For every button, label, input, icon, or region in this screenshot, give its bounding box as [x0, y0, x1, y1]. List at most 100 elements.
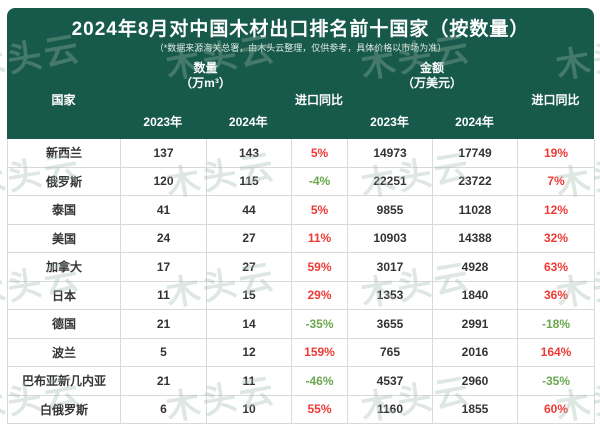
cell-quantity-2023: 17: [121, 253, 207, 282]
header-yoy-amount: 进口同比: [531, 92, 580, 107]
table-row: 加拿大 17 27 59% 3017 4928 63%: [8, 253, 595, 282]
cell-amount-2023: 14973: [348, 139, 433, 168]
cell-quantity-2023: 41: [121, 196, 207, 225]
cell-amount-2023: 3655: [348, 310, 433, 339]
cell-quantity-yoy: 55%: [292, 395, 348, 424]
cell-amount-yoy: 32%: [518, 224, 595, 253]
cell-quantity-yoy: -4%: [292, 167, 348, 196]
page-title: 2024年8月对中国木材出口排名前十国家（按数量）: [71, 19, 530, 40]
cell-quantity-2024: 44: [207, 196, 292, 225]
cell-amount-2024: 11028: [433, 196, 518, 225]
cell-quantity-yoy: 29%: [292, 281, 348, 310]
cell-quantity-2023: 137: [121, 139, 207, 168]
cell-amount-yoy: -35%: [518, 367, 595, 396]
cell-quantity-yoy: 11%: [292, 224, 348, 253]
cell-quantity-yoy: 159%: [292, 338, 348, 367]
cell-country: 泰国: [8, 196, 121, 225]
header-quantity-label: 数量 （万m³）: [120, 55, 291, 91]
cell-amount-2023: 765: [348, 338, 433, 367]
table-row: 日本 11 15 29% 1353 1840 36%: [8, 281, 595, 310]
cell-amount-2024: 2960: [433, 367, 518, 396]
cell-amount-yoy: 164%: [518, 338, 595, 367]
header-quantity-2023: 2023年: [143, 115, 183, 129]
header-amount-years: 2023年 2024年: [347, 113, 517, 139]
cell-amount-2023: 10903: [348, 224, 433, 253]
cell-amount-2023: 1160: [348, 395, 433, 424]
cell-amount-2023: 1353: [348, 281, 433, 310]
cell-amount-2024: 23722: [433, 167, 518, 196]
cell-amount-yoy: 7%: [518, 167, 595, 196]
header-country: 国家: [51, 92, 76, 107]
cell-amount-yoy: 19%: [518, 139, 595, 168]
cell-amount-2023: 3017: [348, 253, 433, 282]
table-body: 新西兰 137 143 5% 14973 17749 19% 俄罗斯 120 115 -4% 2225…: [7, 139, 595, 424]
cell-quantity-yoy: -46%: [292, 367, 348, 396]
cell-amount-2024: 2016: [433, 338, 518, 367]
header-yoy-quantity: 进口同比: [294, 92, 343, 107]
cell-amount-2023: 4537: [348, 367, 433, 396]
header-amount-unit: （万美元）: [401, 76, 462, 90]
page-subtitle: （*数据来源海关总署，由木头云整理，仅供参考，具体价格以市场为准）: [154, 43, 447, 53]
header-amount-2023: 2023年: [370, 115, 409, 129]
table-row: 泰国 41 44 5% 9855 11028 12%: [8, 196, 595, 225]
cell-country: 加拿大: [8, 253, 121, 282]
cell-quantity-2024: 15: [207, 281, 292, 310]
cell-quantity-2024: 14: [207, 310, 292, 339]
cell-amount-2024: 1840: [433, 281, 518, 310]
header-quantity-years: 2023年 2024年: [120, 113, 291, 139]
table-row: 巴布亚新几内亚 21 11 -46% 4537 2960 -35%: [8, 367, 595, 396]
table-row: 俄罗斯 120 115 -4% 22251 23722 7%: [8, 167, 595, 196]
cell-quantity-2024: 27: [207, 253, 292, 282]
cell-quantity-2023: 24: [121, 224, 207, 253]
cell-amount-2024: 17749: [433, 139, 518, 168]
cell-amount-2024: 1855: [433, 395, 518, 424]
cell-quantity-2023: 11: [121, 281, 207, 310]
cell-amount-yoy: -18%: [518, 310, 595, 339]
cell-amount-yoy: 12%: [518, 196, 595, 225]
table-row: 新西兰 137 143 5% 14973 17749 19%: [8, 139, 595, 168]
cell-quantity-yoy: -35%: [292, 310, 348, 339]
cell-quantity-2024: 115: [207, 167, 292, 196]
cell-country: 巴布亚新几内亚: [8, 367, 121, 396]
cell-amount-yoy: 60%: [518, 395, 595, 424]
cell-amount-2023: 9855: [348, 196, 433, 225]
header-quantity-unit: （万m³）: [180, 76, 231, 90]
header-quantity-group: 数量 （万m³） 2023年 2024年: [120, 55, 291, 139]
header-amount-title: 金额: [419, 61, 444, 75]
cell-quantity-2023: 120: [121, 167, 207, 196]
cell-quantity-2024: 27: [207, 224, 292, 253]
cell-country: 白俄罗斯: [8, 395, 121, 424]
table-row: 白俄罗斯 6 10 55% 1160 1855 60%: [8, 395, 595, 424]
cell-quantity-2023: 5: [121, 338, 207, 367]
header-amount-group: 金额 （万美元） 2023年 2024年: [347, 55, 517, 139]
header-quantity-2024: 2024年: [228, 115, 268, 129]
cell-country: 日本: [8, 281, 121, 310]
table-row: 美国 24 27 11% 10903 14388 32%: [8, 224, 595, 253]
header-amount-label: 金额 （万美元）: [347, 55, 517, 91]
cell-amount-yoy: 63%: [518, 253, 595, 282]
cell-amount-2023: 22251: [348, 167, 433, 196]
cell-quantity-2023: 6: [121, 395, 207, 424]
table-card: 2024年8月对中国木材出口排名前十国家（按数量） （*数据来源海关总署，由木头…: [7, 8, 595, 424]
table-header-row: 国家 数量 （万m³） 2023年 2024年 进口同比 金额 （万美: [7, 55, 594, 139]
cell-amount-2024: 2991: [433, 310, 518, 339]
cell-country: 德国: [8, 310, 121, 339]
cell-amount-2024: 14388: [433, 224, 518, 253]
cell-country: 俄罗斯: [8, 167, 121, 196]
cell-quantity-yoy: 5%: [292, 196, 348, 225]
cell-country: 美国: [8, 224, 121, 253]
banner: 2024年8月对中国木材出口排名前十国家（按数量） （*数据来源海关总署，由木头…: [7, 8, 594, 139]
cell-quantity-yoy: 5%: [292, 139, 348, 168]
header-amount-2024: 2024年: [455, 115, 494, 129]
cell-quantity-2024: 143: [207, 139, 292, 168]
table-row: 德国 21 14 -35% 3655 2991 -18%: [8, 310, 595, 339]
cell-quantity-2023: 21: [121, 310, 207, 339]
cell-country: 新西兰: [8, 139, 121, 168]
cell-quantity-2024: 12: [207, 338, 292, 367]
table-row: 波兰 5 12 159% 765 2016 164%: [8, 338, 595, 367]
cell-quantity-yoy: 59%: [292, 253, 348, 282]
cell-quantity-2023: 21: [121, 367, 207, 396]
cell-country: 波兰: [8, 338, 121, 367]
cell-quantity-2024: 10: [207, 395, 292, 424]
